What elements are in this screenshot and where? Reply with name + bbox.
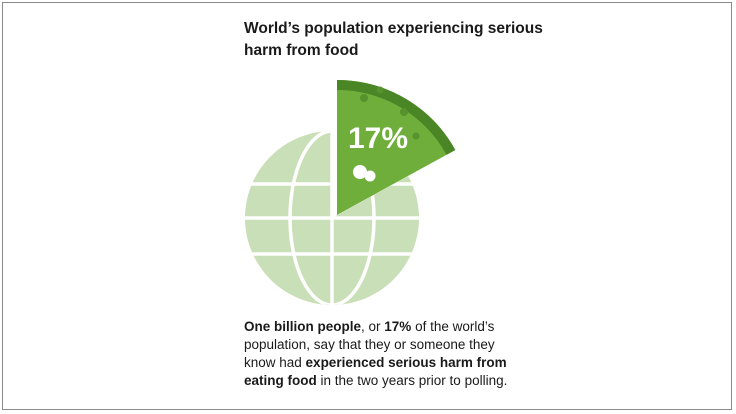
globe-icon — [245, 131, 419, 306]
globe-pie-graphic: 17% — [245, 80, 456, 306]
description-text: One billion people, or 17% of the world’… — [244, 319, 508, 388]
description-highlight-harm: experienced serious harm from eating foo… — [244, 355, 507, 388]
slice-percent-label: 17% — [348, 122, 408, 155]
chart-title: World’s population experiencing serious … — [244, 20, 543, 59]
description-highlight-people: One billion people — [244, 319, 362, 334]
pizza-crust — [336, 80, 456, 155]
pizza-slice-icon — [336, 80, 456, 215]
infographic-frame — [2, 2, 732, 410]
description-highlight-percent: 17% — [384, 319, 412, 334]
